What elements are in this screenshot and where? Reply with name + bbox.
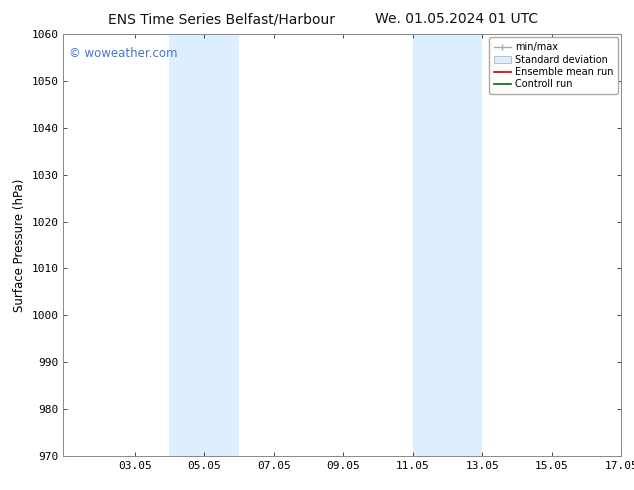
Legend: min/max, Standard deviation, Ensemble mean run, Controll run: min/max, Standard deviation, Ensemble me… <box>489 37 618 94</box>
Bar <box>413 34 482 456</box>
Text: © woweather.com: © woweather.com <box>69 47 178 60</box>
Y-axis label: Surface Pressure (hPa): Surface Pressure (hPa) <box>13 178 26 312</box>
Bar <box>169 34 239 456</box>
Text: ENS Time Series Belfast/Harbour: ENS Time Series Belfast/Harbour <box>108 12 335 26</box>
Text: We. 01.05.2024 01 UTC: We. 01.05.2024 01 UTC <box>375 12 538 26</box>
